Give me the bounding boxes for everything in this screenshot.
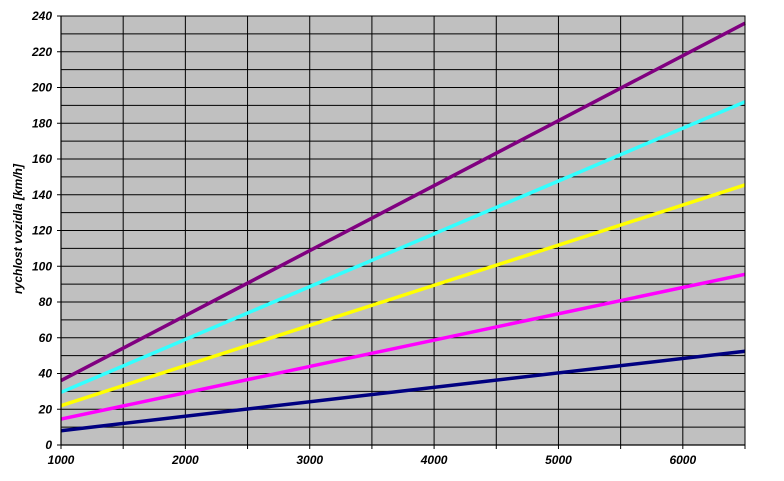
x-tick-label: 1000 [48, 453, 75, 467]
x-tick-label: 2000 [171, 453, 199, 467]
y-tick-label: 160 [32, 152, 52, 166]
y-tick-label: 120 [32, 224, 52, 238]
y-tick-label: 140 [32, 188, 52, 202]
y-tick-label: 220 [31, 45, 52, 59]
y-tick-label: 20 [38, 402, 53, 416]
series-line-5 [60, 21, 746, 383]
y-tick-label: 80 [39, 295, 53, 309]
series-line-3 [60, 183, 746, 408]
series-line-2 [60, 272, 746, 421]
y-tick-label: 200 [31, 81, 52, 95]
series-line-1 [60, 349, 746, 433]
y-tick-label: 180 [32, 116, 52, 130]
y-tick-label: 0 [45, 438, 52, 452]
y-tick-label: 60 [39, 331, 53, 345]
y-tick-label: 240 [31, 9, 52, 23]
y-tick-label: 100 [32, 259, 52, 273]
series-line-4 [60, 100, 746, 394]
x-tick-label: 6000 [669, 453, 696, 467]
y-axis-label: rychlost vozidla [km/h] [11, 163, 25, 294]
x-tick-label: 3000 [296, 453, 323, 467]
x-tick-label: 5000 [545, 453, 572, 467]
x-tick-label: 4000 [420, 453, 448, 467]
y-tick-label: 40 [38, 367, 53, 381]
